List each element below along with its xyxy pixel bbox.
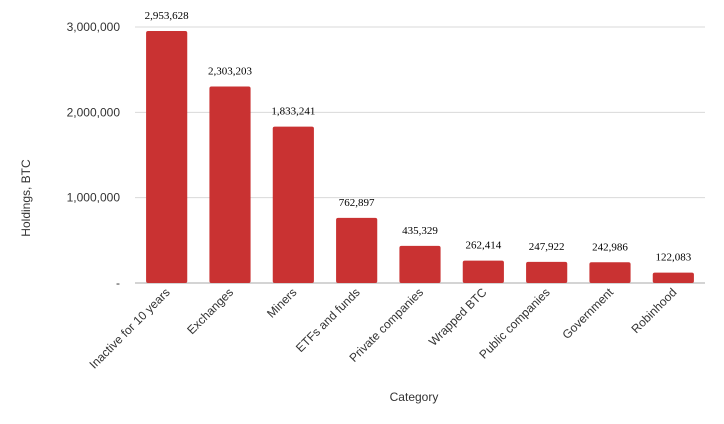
- category-label: Inactive for 10 years: [86, 285, 172, 371]
- data-label: 122,083: [655, 252, 691, 264]
- data-label: 242,986: [592, 241, 628, 253]
- bar: [209, 86, 251, 283]
- data-label: 2,953,628: [145, 10, 190, 22]
- x-axis-title: Category: [390, 390, 439, 404]
- bar: [336, 217, 378, 283]
- bar: [589, 262, 631, 283]
- y-axis-tick-labels: - 1,000,000 2,000,000 3,000,000: [67, 20, 121, 290]
- y-tick-label: 1,000,000: [67, 191, 121, 205]
- bar: [399, 245, 441, 283]
- data-label: 2,303,203: [208, 65, 253, 77]
- category-label: Exchanges: [184, 285, 236, 337]
- y-axis-title: Holdings, BTC: [19, 159, 33, 237]
- data-label: 435,329: [402, 225, 438, 237]
- category-label: ETFs and funds: [293, 285, 363, 355]
- data-label: 762,897: [339, 197, 375, 209]
- bar: [272, 126, 314, 283]
- data-labels: 2,953,628 2,303,203 1,833,241 762,897 435,32…: [145, 10, 692, 264]
- category-label: Wrapped BTC: [426, 285, 490, 349]
- bar: [146, 30, 188, 283]
- data-label: 1,833,241: [271, 106, 315, 118]
- y-tick-label: 2,000,000: [67, 105, 121, 119]
- bar: [526, 261, 568, 283]
- category-label: Government: [560, 285, 617, 342]
- data-label: 247,922: [529, 241, 565, 253]
- bars: [146, 30, 694, 283]
- bar: [652, 272, 694, 283]
- bar: [462, 260, 504, 283]
- category-label: Robinhood: [628, 285, 679, 336]
- category-label: Miners: [264, 285, 299, 320]
- y-tick-label: -: [116, 276, 120, 290]
- data-label: 262,414: [465, 240, 501, 252]
- x-axis-category-labels: Inactive for 10 years Exchanges MinersETFs…: [86, 285, 679, 372]
- y-tick-label: 3,000,000: [67, 20, 121, 34]
